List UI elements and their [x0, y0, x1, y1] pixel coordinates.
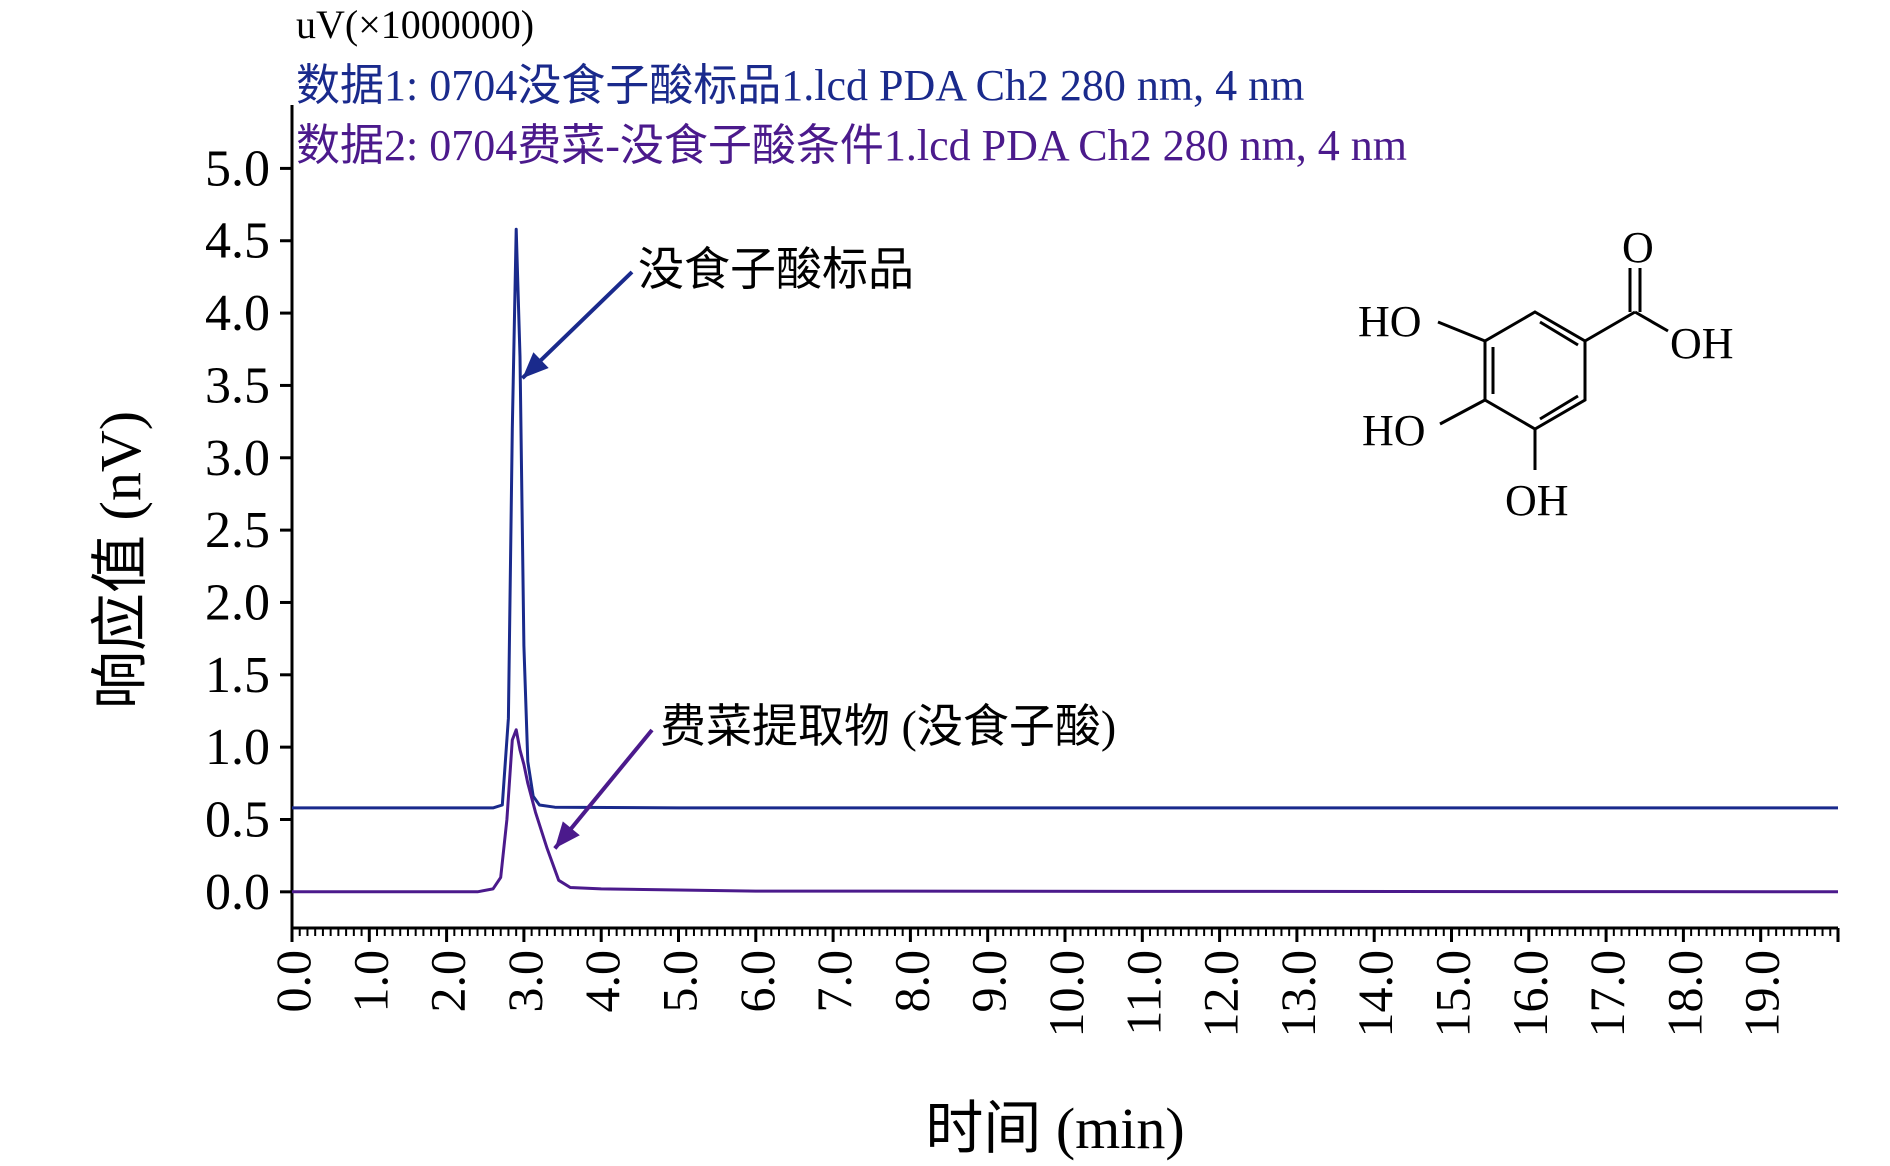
- x-tick-label-7: 7.0: [806, 950, 862, 1013]
- x-tick-label-15: 15.0: [1425, 950, 1481, 1038]
- x-tick-label-14: 14.0: [1347, 950, 1403, 1038]
- x-tick-label-17: 17.0: [1579, 950, 1635, 1038]
- annotation-arrow-head-0: [522, 352, 549, 379]
- x-tick-label-12: 12.0: [1193, 950, 1249, 1038]
- x-tick-label-5: 5.0: [652, 950, 708, 1013]
- y-tick-label-5: 2.5: [205, 502, 270, 559]
- y-tick-label-1: 0.5: [205, 791, 270, 848]
- annotation-layer: 没食子酸标品 费菜提取物 (没食子酸): [520, 244, 1116, 850]
- x-axis-minor-ticks: [290, 928, 1840, 942]
- y-tick-label-3: 1.5: [205, 647, 270, 704]
- y-tick-label-7: 3.5: [205, 357, 270, 414]
- x-tick-label-19: 19.0: [1734, 950, 1790, 1038]
- label-ho-top: HO: [1358, 297, 1422, 346]
- gallic-acid-structure-diagram: [1437, 268, 1669, 470]
- x-tick-label-6: 6.0: [729, 950, 785, 1013]
- annotation-extract: 费菜提取物 (没食子酸): [660, 701, 1116, 752]
- x-tick-label-2: 2.0: [420, 950, 476, 1013]
- x-tick-label-11: 11.0: [1115, 950, 1171, 1036]
- x-tick-label-9: 9.0: [961, 950, 1017, 1013]
- x-tick-label-0: 0.0: [265, 950, 321, 1013]
- legend-entry-1: 数据1: 0704没食子酸标品1.lcd PDA Ch2 280 nm, 4 n…: [296, 61, 1304, 110]
- y-axis-ticks: 0.0 0.5 1.0 1.5 2.0 2.5 3.0 3.5 4.0 4.5 5.0: [205, 140, 292, 921]
- y-unit-label: uV(×1000000): [296, 2, 534, 47]
- label-oh-bottom: OH: [1505, 476, 1569, 525]
- y-tick-label-4: 2.0: [205, 574, 270, 631]
- benzene-ring: [1483, 310, 1587, 431]
- y-tick-label-9: 4.5: [205, 213, 270, 270]
- y-axis-label: 响应值 (nV): [88, 411, 153, 709]
- x-tick-label-10: 10.0: [1038, 950, 1094, 1038]
- y-tick-label-0: 0.0: [205, 864, 270, 921]
- ring-double-bond-1: [1539, 320, 1579, 347]
- x-tick-label-13: 13.0: [1270, 950, 1326, 1038]
- y-tick-label-10: 5.0: [205, 140, 270, 197]
- x-tick-label-4: 4.0: [574, 950, 630, 1013]
- annotation-arrow-head-1: [554, 821, 580, 849]
- bond-ho-top: [1437, 320, 1486, 343]
- x-tick-label-8: 8.0: [883, 950, 939, 1013]
- label-ho-middle: HO: [1362, 406, 1426, 455]
- bond-ho-middle: [1439, 398, 1486, 426]
- legend-entry-2: 数据2: 0704费菜-没食子酸条件1.lcd PDA Ch2 280 nm, …: [296, 121, 1407, 170]
- y-tick-label-8: 4.0: [205, 285, 270, 342]
- label-carboxyl-oh: OH: [1670, 319, 1734, 368]
- annotation-gallic-acid-standard: 没食子酸标品: [638, 244, 914, 295]
- bond-carboxyl-oh: [1634, 310, 1669, 333]
- x-tick-label-16: 16.0: [1502, 950, 1558, 1038]
- bond-carboxyl-c: [1584, 310, 1636, 343]
- y-tick-label-6: 3.0: [205, 430, 270, 487]
- structure-labels: O HO OH HO OH: [1358, 223, 1734, 525]
- series-line-1: [292, 227, 1838, 810]
- x-tick-label-1: 1.0: [342, 950, 398, 1013]
- x-axis-ticks: 0.0 1.0 2.0 3.0 4.0 5.0 6.0 7.0 8.0 9.0 10.0 11.0 12…: [265, 950, 1790, 1038]
- label-carbonyl-o: O: [1622, 223, 1654, 272]
- y-tick-label-2: 1.0: [205, 719, 270, 776]
- x-axis-label: 时间 (min): [925, 1096, 1184, 1161]
- x-tick-label-18: 18.0: [1656, 950, 1712, 1038]
- x-tick-label-3: 3.0: [497, 950, 553, 1013]
- series-layer: [292, 227, 1839, 894]
- series-line-2: [292, 728, 1839, 894]
- ring-double-bond-2: [1539, 394, 1579, 421]
